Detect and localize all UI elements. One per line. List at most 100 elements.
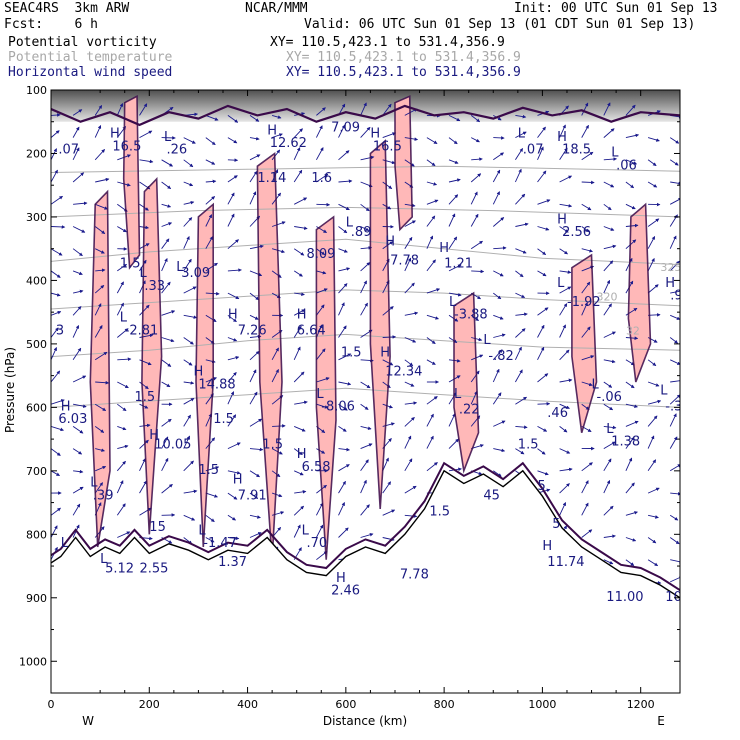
wind-vector	[95, 203, 109, 210]
wind-vector	[227, 268, 242, 272]
wind-vector	[51, 370, 61, 383]
wind-vector	[559, 502, 567, 516]
wind-vector	[603, 203, 612, 211]
wind-vector	[249, 136, 260, 141]
pv-contour	[571, 253, 598, 434]
wind-vector	[338, 426, 347, 432]
hl-label: 1.5	[120, 257, 141, 272]
wind-vector	[72, 126, 80, 138]
wind-vector	[227, 158, 239, 162]
hl-label: 14.88	[198, 377, 235, 392]
wind-vector	[581, 480, 589, 494]
hl-label: L	[346, 216, 354, 231]
wind-vector	[515, 369, 523, 383]
wind-vector	[404, 203, 416, 208]
wind-vector	[515, 396, 528, 405]
wind-vector	[249, 492, 259, 499]
wind-vector	[493, 152, 504, 161]
hl-label: 1.38	[611, 435, 640, 450]
wind-vector	[603, 441, 616, 449]
wind-vector	[205, 137, 216, 146]
wind-vector	[625, 420, 639, 427]
wind-vector	[625, 359, 635, 366]
wind-vector	[294, 226, 308, 230]
wind-vector	[117, 403, 127, 412]
wind-vector	[139, 439, 149, 449]
wind-vector	[581, 355, 595, 361]
wind-vector	[625, 482, 635, 494]
wind-vector	[404, 282, 415, 294]
hl-label: H	[557, 212, 567, 227]
wind-vector	[559, 124, 566, 138]
wind-vector	[227, 239, 239, 250]
wind-vector	[249, 369, 257, 383]
wind-vector	[95, 465, 107, 472]
wind-vector	[669, 260, 680, 272]
wind-vector	[51, 195, 63, 205]
field-theta-xy: XY= 110.5,423.1 to 531.4,356.9	[286, 50, 521, 65]
wind-vector	[559, 270, 572, 274]
wind-vector	[51, 225, 66, 229]
hl-label: .07	[523, 143, 544, 158]
field-theta-name: Potential temperature	[8, 50, 173, 65]
wind-vector	[73, 201, 88, 206]
wind-vector	[293, 147, 301, 160]
wind-vector	[227, 175, 238, 183]
wind-vector	[581, 502, 589, 516]
wind-vector	[271, 133, 283, 139]
wind-vector	[647, 415, 658, 427]
wind-vector	[625, 511, 638, 516]
wind-vector	[581, 381, 593, 387]
pv-tropopause-contour	[51, 104, 680, 127]
wind-vector	[404, 257, 412, 272]
wind-vector	[471, 354, 484, 361]
theta-contour	[51, 238, 680, 266]
wind-vector	[669, 235, 677, 249]
wind-vector	[470, 115, 481, 123]
wind-vector	[382, 422, 395, 427]
wind-vector	[227, 391, 235, 405]
wind-vector	[249, 514, 261, 519]
wind-vector	[205, 492, 218, 498]
wind-vector	[426, 359, 436, 365]
wind-vector	[448, 264, 462, 272]
wind-vector	[581, 226, 590, 233]
wind-vector	[117, 357, 132, 361]
wind-vector	[293, 128, 303, 138]
wind-vector	[603, 479, 611, 494]
wind-vector	[493, 246, 507, 250]
wind-vector	[426, 288, 441, 294]
wind-vector	[72, 172, 85, 183]
wind-vector	[338, 502, 345, 516]
wind-vector	[183, 258, 192, 272]
wind-vector	[271, 347, 279, 361]
wind-vector	[183, 286, 197, 294]
wind-vector	[448, 292, 462, 297]
wind-vector	[515, 425, 528, 429]
wind-vector	[647, 235, 656, 249]
wind-vector	[116, 480, 124, 494]
wind-vector	[625, 381, 635, 389]
wind-vector	[382, 159, 396, 165]
axes: 0 200 400 600 800 1000 1200 100 200 300 400 500 600 7…	[19, 84, 680, 711]
wind-vector	[73, 469, 84, 474]
wind-vector	[161, 484, 173, 494]
wind-vector	[227, 314, 237, 323]
wind-vector	[227, 371, 237, 383]
wind-vector	[51, 425, 64, 432]
pv-contour	[394, 95, 414, 232]
theta-contour	[51, 387, 680, 408]
wind-vector	[183, 514, 196, 521]
hl-label: 12.62	[270, 136, 307, 151]
wind-vector	[669, 337, 679, 344]
wind-vector	[183, 314, 198, 319]
wind-vector	[51, 525, 58, 538]
wind-vector	[559, 483, 570, 494]
wind-vector	[116, 503, 126, 516]
wind-vector	[293, 169, 303, 183]
hl-label: L	[176, 260, 184, 275]
wind-vector	[581, 326, 591, 338]
wind-vector	[669, 413, 677, 427]
hl-label: 10.05	[154, 438, 191, 453]
wind-vector	[515, 147, 523, 161]
